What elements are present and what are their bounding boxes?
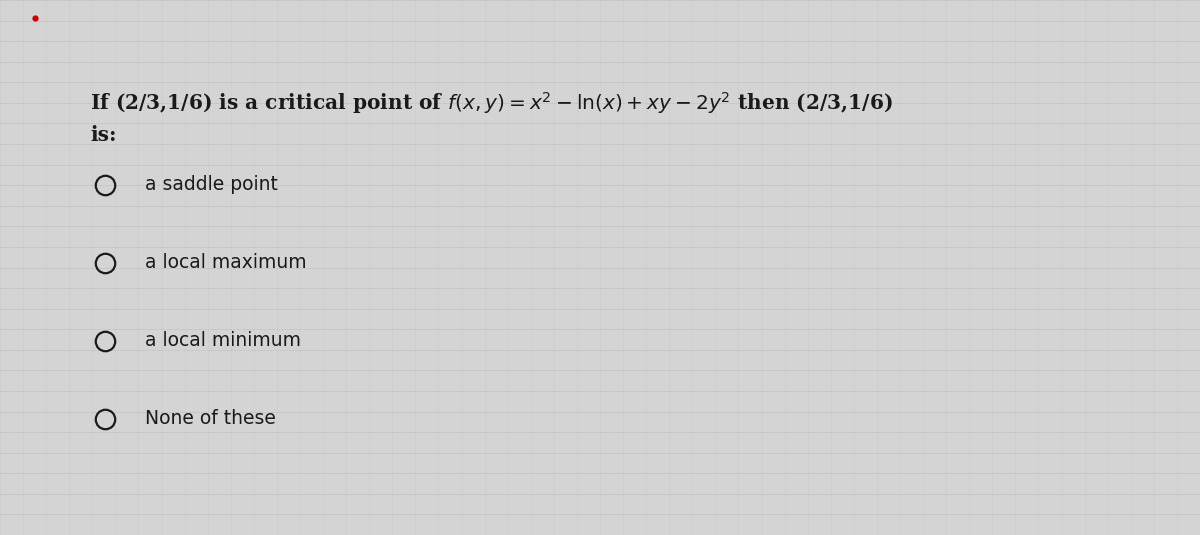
Text: a local minimum: a local minimum: [145, 332, 301, 350]
Text: is:: is:: [90, 125, 116, 145]
Text: None of these: None of these: [145, 409, 276, 429]
Text: a local maximum: a local maximum: [145, 254, 307, 272]
Text: If (2/3,1/6) is a critical point of $f(x, y) = x^2 - \mathrm{ln}(x) + xy - 2y^2$: If (2/3,1/6) is a critical point of $f(x…: [90, 90, 893, 116]
Text: a saddle point: a saddle point: [145, 175, 278, 195]
